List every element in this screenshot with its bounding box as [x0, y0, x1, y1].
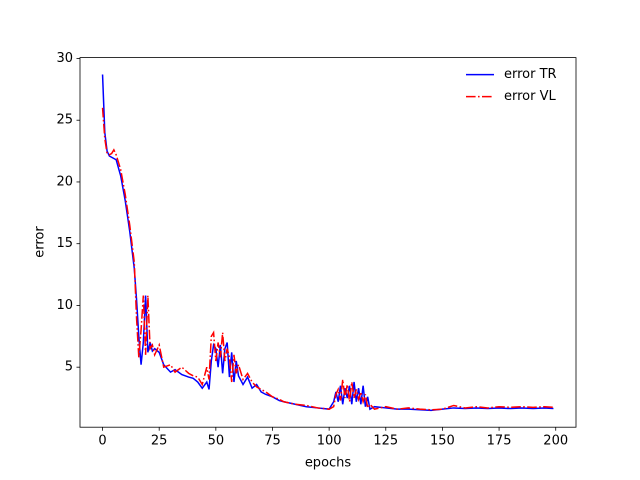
- x-tick-label: 175: [487, 434, 512, 449]
- x-tick-label: 150: [430, 434, 455, 449]
- data-line: [101, 74, 554, 412]
- x-axis-label: epochs: [305, 456, 352, 471]
- x-tick-label: 0: [98, 434, 106, 449]
- x-tick-label: 50: [208, 434, 225, 449]
- x-tick-label: 100: [317, 434, 342, 449]
- y-tick-label: 15: [56, 236, 73, 251]
- y-tick-label: 30: [56, 51, 73, 66]
- x-tick-label: 200: [543, 434, 568, 449]
- y-tick-label: 10: [56, 298, 73, 313]
- y-tick-label: 25: [56, 113, 73, 128]
- legend-label: error TR: [504, 67, 557, 82]
- y-tick-label: 5: [65, 360, 73, 375]
- y-tick-label: 20: [56, 174, 73, 189]
- x-tick-label: 75: [264, 434, 281, 449]
- legend-label: error VL: [504, 89, 556, 104]
- x-tick-label: 25: [151, 434, 168, 449]
- y-axis-label: error: [33, 226, 48, 258]
- data-line: [101, 107, 554, 411]
- plot-frame: [79, 57, 577, 428]
- x-tick-label: 125: [373, 434, 398, 449]
